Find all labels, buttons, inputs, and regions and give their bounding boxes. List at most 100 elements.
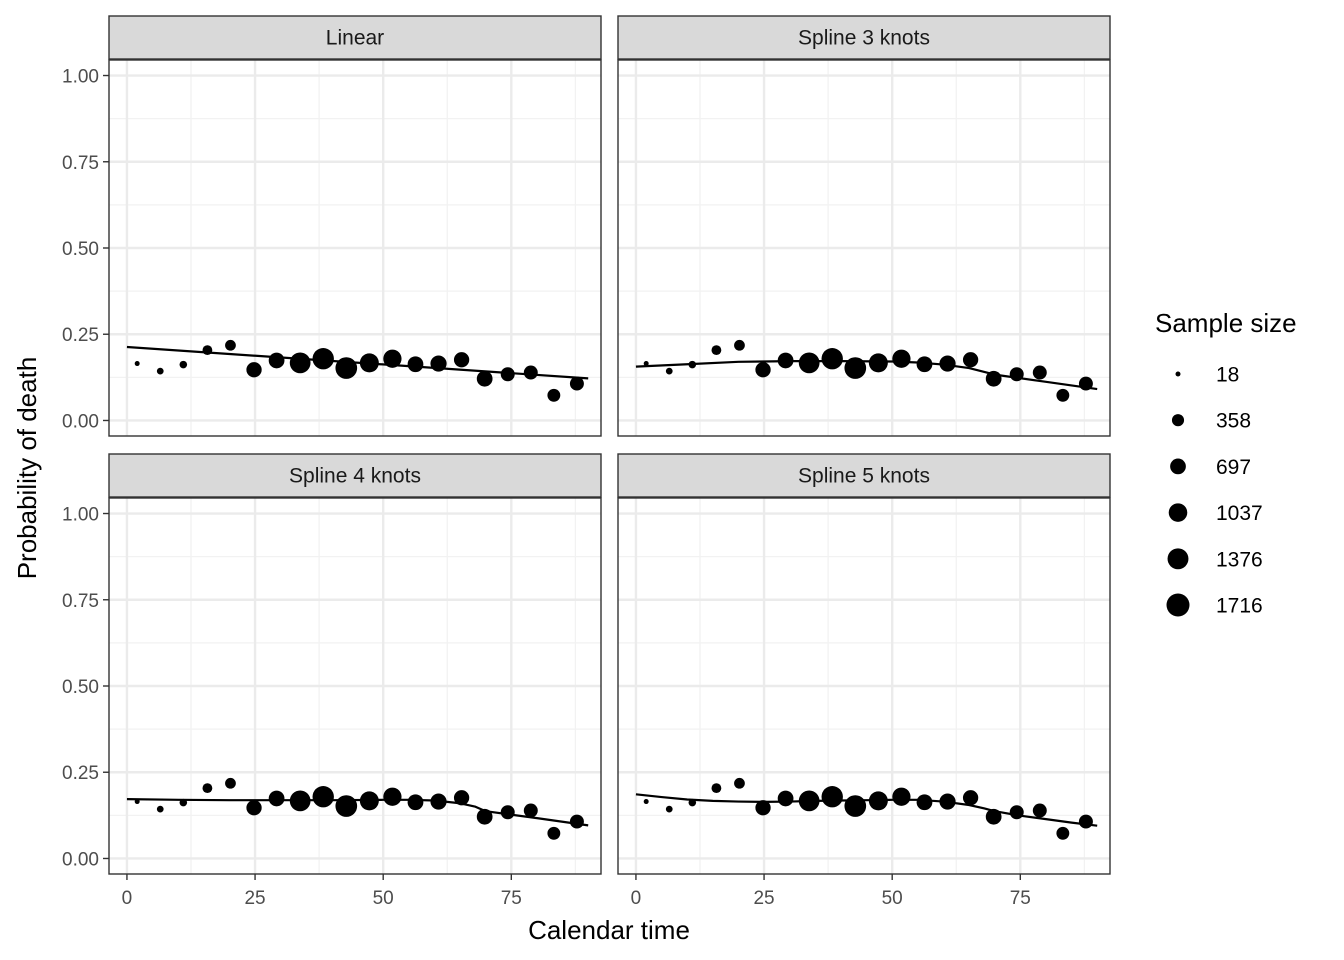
legend-label: 1376: [1216, 548, 1263, 571]
data-point: [734, 777, 745, 789]
data-point: [711, 783, 722, 794]
facet-strip-label: Spline 4 knots: [289, 465, 421, 488]
facet-strip-label: Linear: [326, 27, 384, 50]
data-point: [335, 795, 358, 817]
data-point: [500, 805, 515, 820]
legend-label: 1716: [1216, 595, 1263, 618]
size-legend: Sample size 18 358 697 1037 1376 1716: [1155, 308, 1297, 618]
data-point: [476, 370, 493, 387]
facet-strip-label: Spline 5 knots: [798, 465, 930, 488]
data-point: [711, 345, 722, 356]
data-point: [777, 790, 794, 807]
x-tick-label: 25: [753, 888, 774, 909]
y-tick-label: 0.75: [62, 153, 99, 174]
data-point: [643, 799, 649, 805]
fitted-curve: [635, 360, 1098, 391]
data-point: [500, 367, 515, 382]
data-point: [202, 783, 213, 794]
panel-border: [617, 59, 1111, 437]
data-point: [1009, 805, 1024, 820]
data-point: [1056, 388, 1070, 402]
data-point: [312, 786, 334, 808]
y-tick-label: 0.50: [62, 239, 99, 260]
data-point: [962, 352, 979, 368]
facet-panel: Spline 3 knots: [617, 15, 1111, 437]
data-point: [798, 352, 820, 374]
facet-strip: [108, 15, 602, 60]
legend-label: 1037: [1216, 502, 1263, 525]
data-point: [821, 348, 843, 370]
y-tick-label: 0.25: [62, 763, 99, 784]
data-point: [383, 787, 402, 806]
x-axis-title: Calendar time: [528, 915, 690, 945]
x-tick-label: 50: [373, 888, 394, 909]
facet-strip-label: Spline 3 knots: [798, 27, 930, 50]
legend-key-point: [1170, 458, 1186, 475]
data-point: [916, 356, 933, 373]
data-point: [523, 365, 538, 380]
data-point: [547, 826, 561, 840]
data-point: [453, 352, 470, 368]
y-tick-label: 1.00: [62, 505, 99, 526]
data-point: [665, 367, 673, 375]
data-point: [407, 794, 424, 811]
data-point: [1032, 803, 1047, 818]
x-tick-label: 25: [244, 888, 265, 909]
facet-strip: [617, 15, 1111, 60]
data-point: [1056, 826, 1070, 840]
data-point: [476, 808, 493, 825]
data-point: [179, 360, 188, 369]
data-point: [755, 362, 771, 378]
legend-key-point: [1175, 371, 1181, 377]
data-point: [156, 367, 164, 375]
data-point: [734, 339, 745, 351]
panel-border: [617, 497, 1111, 875]
legend-key-point: [1166, 593, 1190, 617]
data-point: [156, 805, 164, 813]
data-point: [1032, 365, 1047, 380]
panels-layer: Linear 0.00 0.25 0.50 0.75 1.00 Spline 3 knots…: [62, 15, 1111, 909]
data-point: [453, 790, 470, 806]
x-tick-label: 50: [882, 888, 903, 909]
data-point: [1078, 814, 1093, 829]
data-point: [643, 361, 649, 367]
data-point: [569, 376, 584, 391]
data-point: [523, 803, 538, 818]
y-tick-label: 0.50: [62, 677, 99, 698]
data-point: [844, 795, 867, 817]
facet-panel: Spline 5 knots 0 25 50 75: [617, 453, 1111, 909]
data-point: [755, 800, 771, 816]
facet-strip: [617, 453, 1111, 498]
legend-label: 18: [1216, 364, 1239, 387]
fitted-curve: [635, 793, 1098, 827]
data-point: [665, 805, 673, 813]
x-tick-label: 0: [631, 888, 642, 909]
data-point: [225, 777, 236, 789]
data-point: [962, 790, 979, 806]
data-point: [939, 355, 956, 372]
data-point: [268, 352, 285, 369]
legend-key-point: [1168, 503, 1188, 522]
data-point: [134, 361, 140, 367]
fitted-curve: [126, 798, 589, 827]
data-point: [821, 786, 843, 808]
legend-label: 358: [1216, 410, 1251, 433]
fitted-curve: [126, 345, 589, 380]
data-point: [246, 362, 262, 378]
data-point: [246, 800, 262, 816]
data-point: [868, 353, 888, 373]
x-tick-label: 75: [501, 888, 522, 909]
data-point: [569, 814, 584, 829]
data-point: [312, 348, 334, 370]
data-point: [268, 790, 285, 807]
data-point: [892, 349, 911, 368]
legend-label: 697: [1216, 456, 1251, 479]
data-point: [547, 388, 561, 402]
data-point: [289, 352, 311, 374]
data-point: [892, 787, 911, 806]
data-point: [225, 339, 236, 351]
y-tick-label: 1.00: [62, 67, 99, 88]
legend-key-point: [1171, 414, 1185, 427]
data-point: [383, 349, 402, 368]
data-point: [844, 357, 867, 379]
